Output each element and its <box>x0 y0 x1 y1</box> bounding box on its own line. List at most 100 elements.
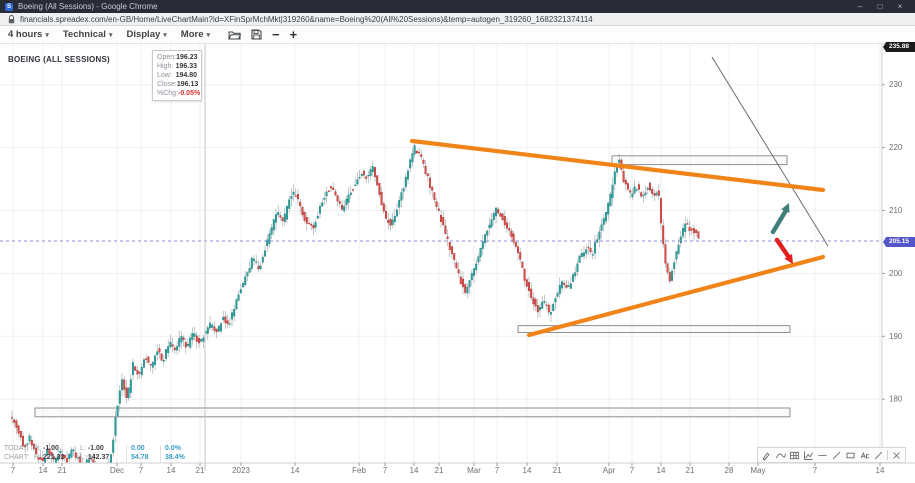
info-value: 196.33 <box>175 63 197 70</box>
menu-label: More <box>180 29 204 40</box>
x-tick-2023: 2023 <box>232 466 250 475</box>
info-value: 196.23 <box>176 54 198 61</box>
window-controls: – □ × <box>850 2 910 11</box>
stats-low-prefix: L: <box>80 453 86 461</box>
stats-row: CHART: H: 221.32 L: 142.37 54.78 38.4% <box>4 453 194 463</box>
stats-high-value: 221.32 <box>43 453 65 461</box>
menu-label: Display <box>126 29 161 40</box>
x-tick-7: 7 <box>138 466 144 475</box>
chevron-down-icon: ▾ <box>163 31 167 39</box>
stats-percent-value: 0.0% <box>160 445 194 454</box>
close-icon[interactable] <box>891 449 902 462</box>
x-tick-14: 14 <box>409 466 419 475</box>
line-icon[interactable] <box>873 449 884 462</box>
x-tick-21: 21 <box>685 466 695 475</box>
x-tick-14: 14 <box>875 466 885 475</box>
svg-text:180: 180 <box>889 395 903 404</box>
zoom-in-icon[interactable]: + <box>289 26 298 42</box>
info-row: High: 196.33 <box>157 62 197 71</box>
maximize-button[interactable]: □ <box>877 2 883 11</box>
stats-label: TODAY: <box>4 445 30 452</box>
stats-range-value: 54.78 <box>126 453 160 462</box>
menu-technical[interactable]: Technical ▾ <box>63 29 113 40</box>
stats-high: H: 221.32 <box>34 454 80 463</box>
toolbar-menus: 4 hours ▾ Technical ▾ Display ▾ More ▾ <box>8 29 210 40</box>
chart-plot-area[interactable]: 230 220 210 200 190 180 <box>0 44 915 483</box>
stats-row: TODAY: H: -1.00 L: -1.00 0.00 0.0% <box>4 445 194 454</box>
info-row: Low: 194.80 <box>157 71 197 80</box>
ohlc-info-box: Open: 196.23 High: 196.33 Low: 194.80 Close: 19… <box>152 50 202 101</box>
stats-low-value: -1.00 <box>87 445 104 452</box>
info-row: Open: 196.23 <box>157 53 198 62</box>
stats-range-value: 0.00 <box>126 445 160 454</box>
chevron-down-icon: ▾ <box>206 31 210 39</box>
x-tick-14: 14 <box>522 466 532 475</box>
x-tick-14: 14 <box>656 466 666 475</box>
site-favicon: S <box>5 2 13 11</box>
open-chart-icon[interactable] <box>228 30 241 40</box>
grid-icon[interactable] <box>789 449 800 462</box>
svg-text:220: 220 <box>889 143 903 152</box>
svg-text:230: 230 <box>889 80 903 89</box>
x-tick-7: 7 <box>494 466 500 475</box>
close-button[interactable]: × <box>897 2 903 11</box>
x-tick-14: 14 <box>166 466 176 475</box>
text-icon[interactable] <box>859 449 870 462</box>
axis-high-badge: 235.88 <box>883 42 915 52</box>
stats-low: L: -1.00 <box>80 445 126 454</box>
x-axis: 7 14 21 Dec 7 14 21 2023 14 Feb 7 14 21 Mar 7 14 21 Apr 7 1… <box>0 464 915 483</box>
zoom-out-icon[interactable]: − <box>272 26 280 42</box>
stats-high-prefix: H: <box>34 445 41 452</box>
info-label: Close: <box>157 81 177 88</box>
info-label: High: <box>157 63 174 70</box>
menu-label: Technical <box>62 29 106 40</box>
info-value: 194.80 <box>175 72 197 79</box>
info-value: 196.13 <box>176 81 199 88</box>
url-text: financials.spreadex.com/en-GB/Home/LiveC… <box>20 14 593 24</box>
save-icon[interactable] <box>251 29 262 40</box>
info-label: Low: <box>157 72 172 79</box>
pen-icon[interactable] <box>761 449 772 462</box>
symbol-label: BOEING (ALL SESSIONS) <box>8 55 110 64</box>
info-label: Open: <box>157 54 177 61</box>
menu-more[interactable]: More ▾ <box>181 29 210 40</box>
x-tick-7: 7 <box>629 466 635 475</box>
stats-low-value: 142.37 <box>87 453 110 461</box>
toolbar-icons: − + <box>228 26 298 42</box>
x-tick-feb: Feb <box>352 466 366 475</box>
x-tick-28: 28 <box>724 466 734 475</box>
x-tick-7: 7 <box>382 466 388 475</box>
x-tick-dec: Dec <box>109 466 125 475</box>
x-tick-may: May <box>750 466 766 475</box>
stats-high-prefix: H: <box>34 453 41 461</box>
menu-4-hours[interactable]: 4 hours ▾ <box>8 29 49 40</box>
x-tick-21: 21 <box>552 466 562 475</box>
stats-label: CHART: <box>4 453 30 461</box>
svg-text:210: 210 <box>889 206 903 215</box>
x-tick-7: 7 <box>812 466 818 475</box>
stats-high-value: -1.00 <box>43 445 59 452</box>
x-tick-14: 14 <box>290 466 300 475</box>
rectangle-icon[interactable] <box>845 449 856 462</box>
toolbar-divider <box>887 450 888 460</box>
curve-icon[interactable] <box>775 449 786 462</box>
session-stats: TODAY: H: -1.00 L: -1.00 0.00 0.0% CHART: H: 221.… <box>4 445 194 462</box>
address-bar[interactable]: financials.spreadex.com/en-GB/Home/LiveC… <box>0 13 915 26</box>
info-label: %Chg: <box>157 90 179 97</box>
indicator-icon[interactable] <box>803 449 814 462</box>
stats-percent-value: 38.4% <box>160 453 194 462</box>
padlock-icon <box>8 14 15 23</box>
x-tick-14: 14 <box>38 466 48 475</box>
candlestick-chart: 230 220 210 200 190 180 <box>0 44 915 471</box>
svg-text:190: 190 <box>889 332 903 341</box>
menu-display[interactable]: Display ▾ <box>126 29 166 40</box>
info-row: %Chg: -0.05% <box>157 89 200 98</box>
horizontal-line-icon[interactable] <box>817 449 828 462</box>
minimize-button[interactable]: – <box>857 2 863 11</box>
trend-line-icon[interactable] <box>831 449 842 462</box>
x-tick-21: 21 <box>434 466 444 475</box>
title-bar: S Boeing (All Sessions) - Google Chrome … <box>0 0 915 13</box>
current-price-badge: 205.15 <box>883 237 915 247</box>
window-title: Boeing (All Sessions) - Google Chrome <box>18 2 158 11</box>
